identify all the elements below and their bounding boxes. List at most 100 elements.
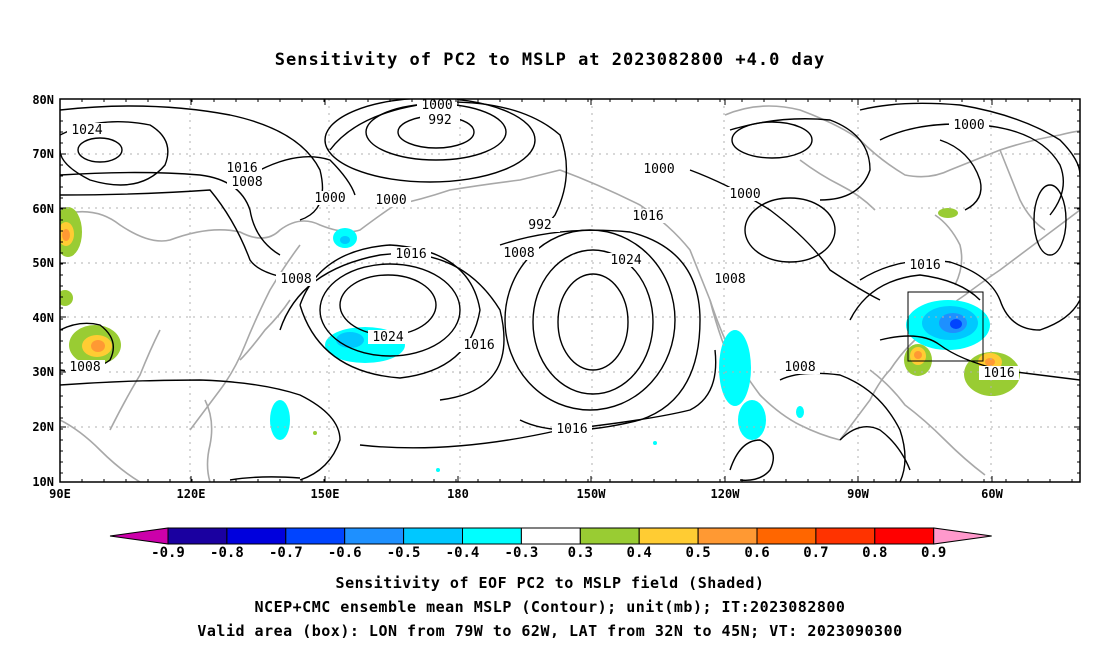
- contour-label-bg: [310, 191, 350, 205]
- contour-label-bg: [368, 330, 408, 344]
- colorbar-segment: [756, 527, 817, 545]
- colorbar-label: 0.4: [627, 545, 652, 561]
- colorbar-label: -0.7: [269, 545, 303, 561]
- map-title: Sensitivity of PC2 to MSLP at 2023082800…: [274, 50, 826, 70]
- lat-tick-label: 30N: [32, 365, 54, 379]
- contour-label: 1000: [421, 98, 452, 113]
- contour-label: 1024: [372, 330, 403, 345]
- contour-label: 1008: [784, 360, 815, 375]
- lat-tick-label: 50N: [32, 256, 54, 270]
- colorbar-labels: -0.9 -0.8 -0.7 -0.6 -0.5 -0.4 -0.3 0.3 0.4 0.5 0.6…: [151, 545, 946, 561]
- colorbar-segment: [579, 527, 640, 545]
- colorbar-segment: [815, 527, 876, 545]
- sensitivity-shading: [60, 207, 1020, 472]
- contour-label: 1024: [610, 253, 641, 268]
- contour-label: 1000: [953, 118, 984, 133]
- contour-label: 1008: [69, 360, 100, 375]
- contour-label: 992: [528, 218, 551, 233]
- contour-label-bg: [639, 162, 679, 176]
- contour-label-bg: [67, 123, 107, 137]
- contour-label-bg: [949, 118, 989, 132]
- caption-line-1: Sensitivity of EOF PC2 to MSLP field (Sh…: [335, 574, 765, 592]
- contour-label-bg: [420, 113, 460, 127]
- contour-label-bg: [65, 360, 105, 374]
- contour-label-bg: [371, 193, 411, 207]
- colorbar-max-triangle: [933, 527, 992, 545]
- lon-tick-label: 150W: [577, 487, 607, 501]
- lon-axis-labels: 90E 120E 150E 180 150W 120W 90W 60W: [49, 487, 1003, 501]
- contour-label: 1000: [314, 191, 345, 206]
- colorbar-label: -0.5: [387, 545, 421, 561]
- colorbar-segment: [285, 527, 346, 545]
- contour-label-bg: [499, 246, 539, 260]
- colorbar-segment: [462, 527, 522, 545]
- contour-label: 1008: [714, 272, 745, 287]
- colorbar-label: -0.9: [151, 545, 185, 561]
- lon-tick-label: 60W: [981, 487, 1003, 501]
- colorbar-segment: [520, 527, 581, 545]
- colorbar-label: 0.9: [921, 545, 946, 561]
- colorbar-segment: [874, 527, 935, 545]
- contour-label-bg: [227, 175, 267, 189]
- contour-label: 1000: [643, 162, 674, 177]
- lon-tick-label: 180: [447, 487, 469, 501]
- lat-tick-label: 40N: [32, 311, 54, 325]
- valid-area-box: [907, 291, 984, 362]
- contour-label-bg: [459, 338, 499, 352]
- contour-label-bg: [276, 272, 316, 286]
- colorbar-segment: [403, 527, 464, 545]
- lon-tick-label: 90W: [847, 487, 869, 501]
- colorbar-segment: [226, 527, 287, 545]
- contour-label-bg: [417, 98, 457, 112]
- caption-line-2: NCEP+CMC ensemble mean MSLP (Contour); u…: [254, 598, 846, 616]
- lon-tick-label: 90E: [49, 487, 71, 501]
- contour-label-bg: [979, 366, 1019, 380]
- colorbar-label: 0.6: [744, 545, 769, 561]
- colorbar-segment: [167, 527, 228, 545]
- contour-label: 1016: [983, 366, 1014, 381]
- contour-label-bg: [222, 161, 262, 175]
- contour-label-bg: [710, 272, 750, 286]
- lat-axis-labels: 80N 70N 60N 50N 40N 30N 20N 10N: [32, 93, 54, 489]
- contour-label-bg: [391, 247, 431, 261]
- lon-tick-label: 150E: [311, 487, 340, 501]
- plot-frame: [59, 98, 1081, 483]
- contour-label: 1024: [71, 123, 102, 138]
- contour-label: 1016: [395, 247, 426, 262]
- contour-label: 1000: [375, 193, 406, 208]
- contour-label: 992: [428, 113, 451, 128]
- contour-label: 1008: [503, 246, 534, 261]
- lon-tick-label: 120W: [711, 487, 741, 501]
- lat-tick-label: 10N: [32, 475, 54, 489]
- colorbar-label: -0.4: [446, 545, 480, 561]
- colorbar-label: -0.3: [505, 545, 539, 561]
- contour-label: 1016: [909, 258, 940, 273]
- graticule: [60, 99, 1080, 482]
- colorbar-label: 0.7: [803, 545, 828, 561]
- colorbar-label: -0.6: [328, 545, 362, 561]
- contour-label-bg: [725, 187, 765, 201]
- lat-tick-label: 60N: [32, 202, 54, 216]
- contour-label: 1016: [463, 338, 494, 353]
- colorbar-segment: [697, 527, 758, 545]
- colorbar-label: 0.5: [685, 545, 710, 561]
- contour-label-bg: [780, 360, 820, 374]
- caption-line-3: Valid area (box): LON from 79W to 62W, L…: [197, 622, 903, 640]
- colorbar-min-triangle: [109, 527, 169, 545]
- contour-label: 1000: [729, 187, 760, 202]
- tick-marks: [59, 98, 1080, 483]
- contour-label: 1008: [280, 272, 311, 287]
- lat-tick-label: 80N: [32, 93, 54, 107]
- contour-label: 1016: [556, 422, 587, 437]
- contour-label-bg: [520, 218, 560, 232]
- colorbar-segment: [344, 527, 405, 545]
- colorbar-label: 0.3: [568, 545, 593, 561]
- colorbar-label: -0.8: [210, 545, 244, 561]
- lon-tick-label: 120E: [177, 487, 206, 501]
- colorbar-label: 0.8: [862, 545, 887, 561]
- colorbar-segment: [638, 527, 699, 545]
- colorbar: [109, 527, 992, 545]
- contour-label-bg: [552, 422, 592, 436]
